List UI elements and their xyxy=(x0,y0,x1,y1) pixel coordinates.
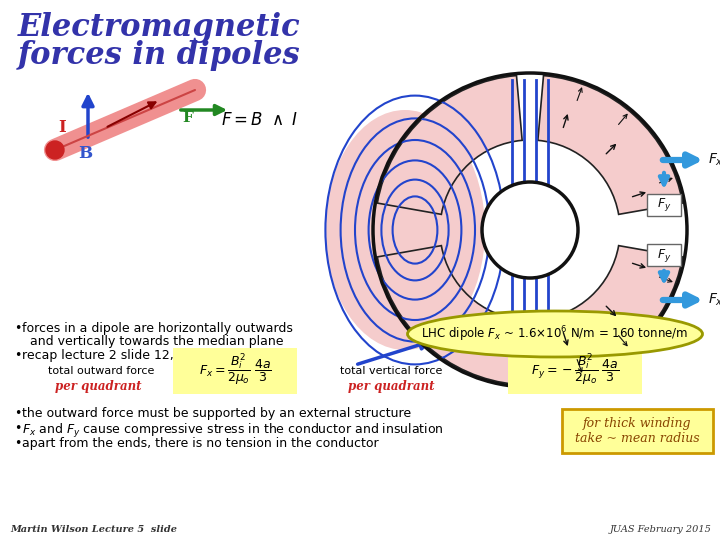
Text: winding: winding xyxy=(222,349,275,362)
Wedge shape xyxy=(538,76,683,214)
Text: •: • xyxy=(14,422,22,435)
FancyBboxPatch shape xyxy=(647,244,681,266)
FancyBboxPatch shape xyxy=(508,348,642,394)
Ellipse shape xyxy=(408,311,703,357)
FancyBboxPatch shape xyxy=(173,348,297,394)
Circle shape xyxy=(482,182,578,278)
Text: per quadrant: per quadrant xyxy=(348,380,434,393)
Text: •: • xyxy=(14,322,22,335)
Text: I: I xyxy=(58,119,66,136)
Text: $\mathit{F}_x$: $\mathit{F}_x$ xyxy=(708,292,720,308)
Circle shape xyxy=(46,141,64,159)
Text: $\mathit{F}_y$: $\mathit{F}_y$ xyxy=(657,246,671,264)
Text: total outward force: total outward force xyxy=(48,366,154,376)
Text: recap lecture 2 slide 12, for a: recap lecture 2 slide 12, for a xyxy=(22,349,211,362)
Text: and vertically towards the median plane: and vertically towards the median plane xyxy=(30,335,284,348)
Text: total vertical force: total vertical force xyxy=(340,366,442,376)
Wedge shape xyxy=(377,76,522,214)
Text: $\mathit{F}_y$: $\mathit{F}_y$ xyxy=(657,197,671,213)
Text: thin: thin xyxy=(195,349,223,362)
Text: •: • xyxy=(14,407,22,420)
Text: the outward force must be supported by an external structure: the outward force must be supported by a… xyxy=(22,407,411,420)
Text: for thick winding
take ~ mean radius: for thick winding take ~ mean radius xyxy=(575,417,699,445)
Text: forces in a dipole are horizontally outwards: forces in a dipole are horizontally outw… xyxy=(22,322,293,335)
FancyBboxPatch shape xyxy=(647,194,681,216)
Text: $\mathit{F}_x$: $\mathit{F}_x$ xyxy=(708,152,720,168)
Text: Martin Wilson Lecture 5  slide: Martin Wilson Lecture 5 slide xyxy=(10,525,177,534)
Text: $F_x$ and $F_y$ cause compressive stress in the conductor and insulation: $F_x$ and $F_y$ cause compressive stress… xyxy=(22,422,444,440)
Text: F: F xyxy=(182,111,193,125)
Text: $\mathit{F} = \mathit{B}\ \wedge\ \mathit{I}$: $\mathit{F} = \mathit{B}\ \wedge\ \mathi… xyxy=(221,111,299,129)
Text: •: • xyxy=(14,349,22,362)
Text: Electromagnetic: Electromagnetic xyxy=(18,12,301,43)
Text: •: • xyxy=(14,437,22,450)
Text: apart from the ends, there is no tension in the conductor: apart from the ends, there is no tension… xyxy=(22,437,379,450)
Ellipse shape xyxy=(325,110,485,350)
Wedge shape xyxy=(538,246,683,384)
Text: forces in dipoles: forces in dipoles xyxy=(18,40,301,71)
Text: $F_x = \dfrac{B_i^2}{2\mu_o}\ \dfrac{4a}{3}$: $F_x = \dfrac{B_i^2}{2\mu_o}\ \dfrac{4a}… xyxy=(199,352,271,388)
Wedge shape xyxy=(377,246,522,384)
Text: JUAS February 2015: JUAS February 2015 xyxy=(610,525,712,534)
Text: per quadrant: per quadrant xyxy=(55,380,142,393)
FancyBboxPatch shape xyxy=(562,409,713,453)
Text: B: B xyxy=(78,145,92,162)
Text: $F_y = -\dfrac{B_i^2}{2\mu_o}\ \dfrac{4a}{3}$: $F_y = -\dfrac{B_i^2}{2\mu_o}\ \dfrac{4a… xyxy=(531,352,619,388)
Text: LHC dipole $F_x$ ~ 1.6$\times$10$^6$ N/m = 160 tonne/m: LHC dipole $F_x$ ~ 1.6$\times$10$^6$ N/m… xyxy=(421,324,688,344)
